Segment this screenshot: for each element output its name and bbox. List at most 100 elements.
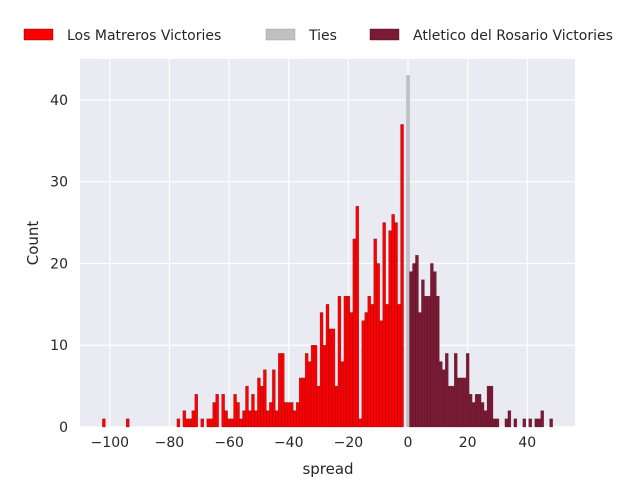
bar-atletico-rosario [477,394,482,428]
bar-los-matreros [102,418,106,428]
bar-los-matreros [394,222,398,428]
bar-atletico-rosario [474,394,479,428]
bar-atletico-rosario [549,418,553,428]
bar-los-matreros [188,418,193,428]
bar-atletico-rosario [495,418,500,428]
bar-los-matreros [182,410,187,428]
x-tick-label: −20 [334,435,364,451]
bar-los-matreros [370,304,374,428]
y-tick-label: 40 [50,93,68,109]
bar-los-matreros [227,418,231,428]
bar-los-matreros [295,402,300,428]
legend-swatch [369,28,400,41]
bar-atletico-rosario [459,377,464,428]
bar-atletico-rosario [486,385,491,428]
bar-los-matreros [176,418,181,428]
bar-los-matreros [275,410,279,428]
y-tick-label: 30 [50,175,68,191]
bar-atletico-rosario [436,295,440,428]
bar-los-matreros [191,410,196,428]
x-axis-label: spread [302,460,353,478]
bar-los-matreros [364,312,368,428]
bar-los-matreros [361,320,365,428]
legend-label: Los Matreros Victories [67,28,221,44]
bar-los-matreros [373,238,377,428]
bar-atletico-rosario [427,295,431,428]
bar-los-matreros [313,345,318,428]
y-axis-label: Count [24,221,42,266]
bar-los-matreros [325,304,330,428]
bar-atletico-rosario [430,263,434,428]
bar-los-matreros [337,295,342,428]
y-tick-labels: 0 10 20 30 40 [50,93,68,436]
bar-los-matreros [254,410,258,428]
bar-los-matreros [281,353,285,428]
bar-atletico-rosario [454,353,458,428]
bar-atletico-rosario [418,312,422,428]
bar-los-matreros [200,418,204,428]
bar-atletico-rosario [483,410,488,428]
bar-los-matreros [355,205,360,428]
bar-atletico-rosario [412,263,416,428]
bar-atletico-rosario [471,402,476,428]
bar-los-matreros [290,402,294,428]
bar-los-matreros [397,304,401,428]
bar-atletico-rosario [433,271,437,428]
bar-atletico-rosario [468,394,473,428]
x-tick-label: −40 [274,435,304,451]
bar-atletico-rosario [415,255,419,428]
bar-los-matreros [301,377,306,428]
bar-atletico-rosario [522,418,526,428]
bar-atletico-rosario [448,385,452,428]
bar-los-matreros [358,418,362,428]
bar-los-matreros [322,345,327,428]
bar-los-matreros [242,410,246,428]
bar-los-matreros [382,222,386,428]
bar-los-matreros [385,304,389,428]
x-tick-label: 20 [459,435,477,451]
bar-los-matreros [298,377,303,428]
bar-los-matreros [272,369,276,428]
bar-atletico-rosario [513,418,518,428]
bar-los-matreros [236,402,240,428]
bar-los-matreros [245,385,249,428]
bars-group [102,75,553,428]
y-tick-label: 0 [59,420,68,436]
bar-atletico-rosario [451,385,455,428]
bar-atletico-rosario [409,271,413,428]
bar-atletico-rosario [465,353,470,428]
bar-los-matreros [248,410,252,428]
bar-los-matreros [340,361,345,428]
bar-los-matreros [400,124,404,428]
bar-los-matreros [334,385,339,428]
legend-swatch [23,28,54,41]
bar-los-matreros [221,394,225,428]
bar-atletico-rosario [507,410,512,428]
legend-swatch [265,28,296,41]
bar-atletico-rosario [504,418,509,428]
bar-los-matreros [388,230,392,428]
bar-los-matreros [194,394,198,428]
bar-atletico-rosario [489,385,494,428]
y-tick-label: 10 [50,338,68,354]
legend-entry: Los Matreros Victories [23,28,221,44]
legend-label: Atletico del Rosario Victories [413,28,613,44]
bar-los-matreros [215,394,219,428]
x-tick-label: −100 [91,435,129,451]
legend-entry: Ties [265,28,337,44]
bar-los-matreros [278,353,282,428]
bar-los-matreros [251,394,255,428]
bar-los-matreros [230,418,234,428]
bar-atletico-rosario [424,295,428,428]
legend: Los Matreros Victories Ties Atletico del R… [23,28,613,44]
bar-los-matreros [266,410,270,428]
bar-los-matreros [185,418,190,428]
bar-atletico-rosario [462,377,467,428]
legend-label: Ties [308,28,337,44]
bar-los-matreros [352,238,357,428]
bar-atletico-rosario [439,361,443,428]
x-tick-label: 0 [404,435,413,451]
bar-los-matreros [212,402,216,428]
bar-los-matreros [126,418,130,428]
